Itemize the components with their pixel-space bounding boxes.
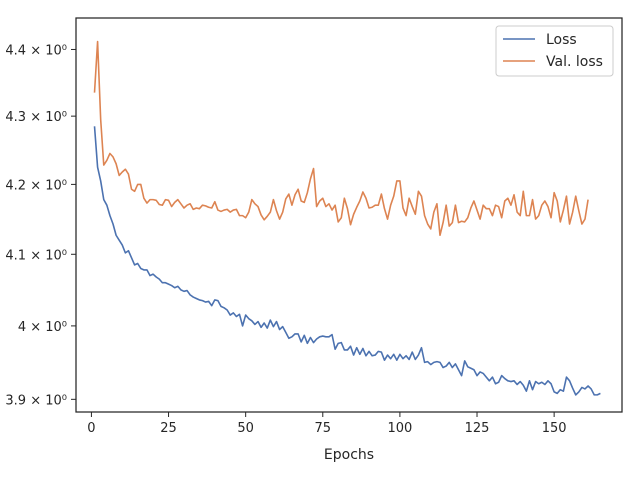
y-tick-label: 4 × 10⁰ — [18, 320, 67, 335]
y-tick-label: 4.2 × 10⁰ — [5, 178, 67, 193]
x-tick-label: 75 — [315, 421, 332, 436]
x-axis-ticks: 0 25 50 75 100 125 150 — [87, 412, 567, 436]
y-tick-label: 4.4 × 10⁰ — [5, 43, 67, 58]
plot-frame — [75, 17, 623, 413]
series-line-val-loss — [93, 40, 589, 237]
x-tick-label: 125 — [465, 421, 490, 436]
series-line-loss — [93, 126, 601, 396]
x-tick-label: 25 — [160, 421, 177, 436]
y-tick-label: 4.3 × 10⁰ — [5, 110, 67, 125]
series-layer — [93, 40, 601, 396]
x-tick-label: 100 — [387, 421, 412, 436]
legend-label-loss: Loss — [546, 32, 577, 48]
y-axis-ticks: 3.9 × 10⁰ 4 × 10⁰ 4.1 × 10⁰ 4.2 × 10⁰ 4.3 × … — [5, 43, 76, 408]
legend: Loss Val. loss — [495, 25, 614, 77]
x-tick-label: 0 — [87, 421, 95, 436]
x-tick-label: 150 — [542, 421, 567, 436]
x-tick-label: 50 — [237, 421, 254, 436]
y-tick-label: 4.1 × 10⁰ — [5, 248, 67, 263]
y-tick-label: 3.9 × 10⁰ — [5, 393, 67, 408]
x-axis-title: Epochs — [324, 447, 374, 463]
legend-label-val-loss: Val. loss — [546, 54, 603, 70]
